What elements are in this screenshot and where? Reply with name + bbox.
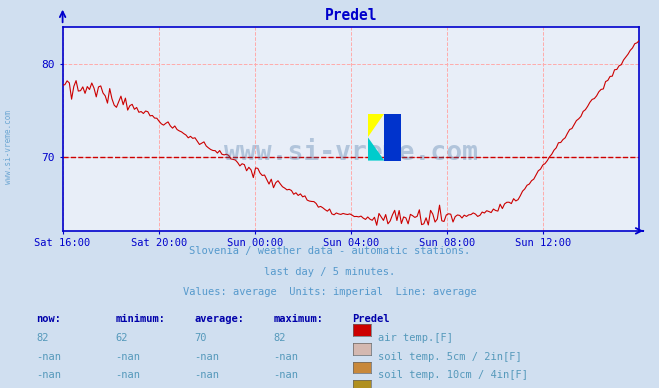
Text: Slovenia / weather data - automatic stations.: Slovenia / weather data - automatic stat… — [189, 246, 470, 256]
Title: Predel: Predel — [325, 8, 377, 23]
Text: www.si-vreme.com: www.si-vreme.com — [4, 111, 13, 184]
Text: -nan: -nan — [273, 352, 299, 362]
Text: Values: average  Units: imperial  Line: average: Values: average Units: imperial Line: av… — [183, 287, 476, 297]
Text: 82: 82 — [36, 333, 49, 343]
Text: -nan: -nan — [115, 370, 140, 380]
Text: air temp.[F]: air temp.[F] — [378, 333, 453, 343]
Text: 70: 70 — [194, 333, 207, 343]
Text: average:: average: — [194, 314, 244, 324]
Text: soil temp. 5cm / 2in[F]: soil temp. 5cm / 2in[F] — [378, 352, 521, 362]
Text: last day / 5 minutes.: last day / 5 minutes. — [264, 267, 395, 277]
Text: Predel: Predel — [353, 314, 390, 324]
Text: www.si-vreme.com: www.si-vreme.com — [224, 140, 478, 166]
Text: -nan: -nan — [115, 352, 140, 362]
Text: -nan: -nan — [194, 370, 219, 380]
Text: maximum:: maximum: — [273, 314, 324, 324]
Text: soil temp. 10cm / 4in[F]: soil temp. 10cm / 4in[F] — [378, 370, 528, 380]
Polygon shape — [368, 137, 384, 161]
Text: -nan: -nan — [273, 370, 299, 380]
Polygon shape — [384, 114, 401, 161]
Polygon shape — [368, 114, 384, 137]
Text: now:: now: — [36, 314, 61, 324]
Text: 62: 62 — [115, 333, 128, 343]
Text: -nan: -nan — [36, 370, 61, 380]
Text: 82: 82 — [273, 333, 286, 343]
Text: -nan: -nan — [194, 352, 219, 362]
Text: minimum:: minimum: — [115, 314, 165, 324]
Text: -nan: -nan — [36, 352, 61, 362]
